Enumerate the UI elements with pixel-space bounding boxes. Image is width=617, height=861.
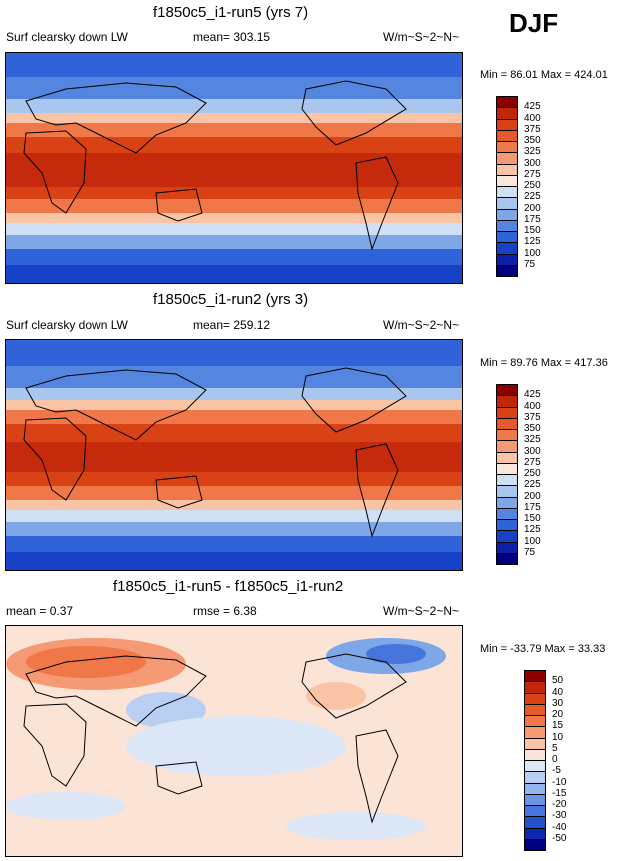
panel1-title: f1850c5_i1-run5 (yrs 7)	[153, 4, 309, 21]
colorbar-label: 125	[524, 524, 541, 536]
colorbar-label: 300	[524, 157, 541, 169]
colorbar-label: 100	[524, 535, 541, 547]
panel2-map	[5, 339, 463, 571]
panel2-mean-label: mean= 259.12	[193, 318, 271, 332]
colorbar-label: 425	[524, 389, 541, 401]
panel1-variable-label: Surf clearsky down LW	[6, 30, 128, 44]
panel3-mean-label: mean = 0.37	[6, 604, 74, 618]
panel3-rmse-label: rmse = 6.38	[193, 604, 257, 618]
colorbar-label: 75	[524, 258, 536, 270]
colorbar-label: 15	[552, 720, 564, 732]
colorbar-swatch	[524, 838, 546, 851]
colorbar-label: 200	[524, 490, 541, 502]
panel2-units: W/m~S~2~N~	[383, 318, 460, 332]
panel1-minmax: Min = 86.01 Max = 424.01	[480, 69, 608, 81]
colorbar-label: 225	[524, 191, 541, 203]
colorbar-label: 350	[524, 423, 541, 434]
colorbar-label: 375	[524, 123, 541, 135]
colorbar-label: -5	[552, 765, 561, 777]
colorbar-label: 125	[524, 236, 541, 248]
colorbar-label: 30	[552, 697, 564, 709]
colorbar-label: 200	[524, 202, 541, 214]
panel3-map	[5, 625, 463, 857]
colorbar-label: 350	[524, 135, 541, 146]
colorbar-label: 250	[524, 468, 541, 479]
colorbar-label: 40	[552, 686, 564, 698]
colorbar-label: 325	[524, 434, 541, 446]
panel2-variable-label: Surf clearsky down LW	[6, 318, 128, 332]
colorbar-label: 425	[524, 101, 541, 113]
colorbar-label: 300	[524, 445, 541, 457]
panel3-units: W/m~S~2~N~	[383, 604, 460, 618]
colorbar-label: -50	[552, 832, 567, 844]
panel2-minmax: Min = 89.76 Max = 417.36	[480, 357, 608, 369]
colorbar-label: 50	[552, 675, 564, 687]
colorbar-label: 10	[552, 731, 564, 743]
colorbar-label: 20	[552, 709, 564, 720]
panel1-units: W/m~S~2~N~	[383, 30, 460, 44]
colorbar-label: 75	[524, 546, 536, 558]
colorbar-label: 275	[524, 168, 541, 180]
colorbar-label: -30	[552, 810, 567, 822]
colorbar-label: -20	[552, 799, 567, 810]
colorbar-label: 175	[524, 213, 541, 225]
colorbar-label: 275	[524, 456, 541, 468]
panel2-title: f1850c5_i1-run2 (yrs 3)	[153, 291, 309, 308]
panel1-mean-label: mean= 303.15	[193, 30, 271, 44]
colorbar-label: 400	[524, 112, 541, 124]
panel3-minmax: Min = -33.79 Max = 33.33	[480, 643, 606, 655]
colorbar-label: 175	[524, 501, 541, 513]
colorbar-label: 0	[552, 754, 558, 765]
colorbar-label: 150	[524, 513, 541, 524]
panel1-map	[5, 52, 463, 284]
colorbar-label: 100	[524, 247, 541, 259]
colorbar-label: -40	[552, 821, 567, 833]
colorbar-label: -15	[552, 787, 567, 799]
colorbar-label: 150	[524, 225, 541, 236]
panel3-title: f1850c5_i1-run5 - f1850c5_i1-run2	[113, 578, 344, 595]
season-label: DJF	[509, 8, 559, 38]
colorbar-label: -10	[552, 776, 567, 788]
colorbar-label: 250	[524, 180, 541, 191]
colorbar-label: 375	[524, 411, 541, 423]
colorbar-swatch	[496, 264, 518, 277]
colorbar-label: 325	[524, 146, 541, 158]
colorbar-label: 225	[524, 479, 541, 491]
colorbar-label: 5	[552, 742, 558, 754]
colorbar-label: 400	[524, 400, 541, 412]
colorbar-swatch	[496, 552, 518, 565]
